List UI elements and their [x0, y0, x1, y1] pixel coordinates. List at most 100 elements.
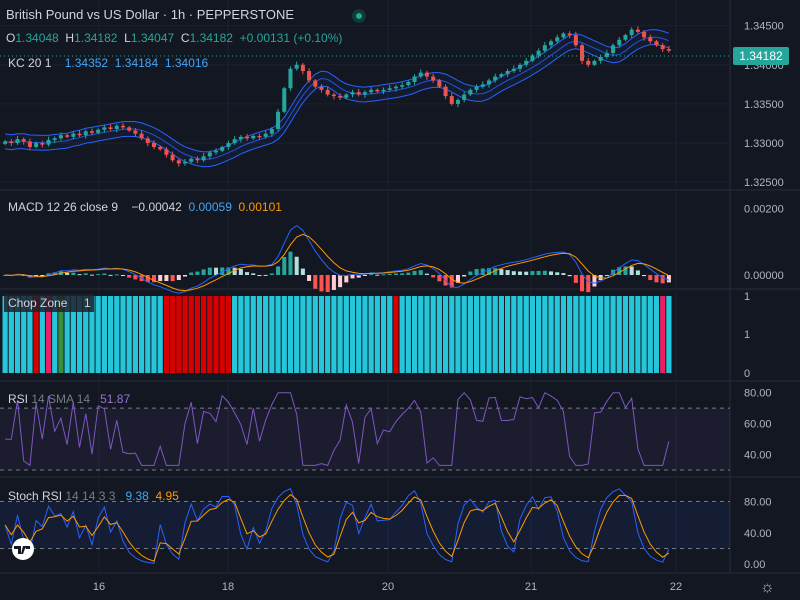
macd-histogram-bar	[375, 274, 380, 276]
tradingview-logo-icon[interactable]	[8, 538, 38, 560]
ohlc-legend: O1.34048 H1.34182 L1.34047 C1.34182 +0.0…	[6, 31, 342, 45]
price-tick-label: 1.32500	[744, 177, 784, 189]
chop-zone-bar	[120, 296, 126, 373]
candle-body	[573, 35, 578, 46]
rsi-value: 51.87	[100, 392, 131, 406]
candle-body	[412, 76, 417, 82]
macd-histogram-bar	[344, 275, 349, 283]
candle-body	[455, 100, 460, 104]
chop-zone-bar	[529, 296, 536, 373]
macd-histogram-bar	[524, 271, 529, 275]
macd-histogram-bar	[77, 274, 82, 276]
rsi-legend[interactable]: RSI 14 SMA 14 51.87	[8, 392, 131, 406]
candle-body	[580, 45, 585, 61]
candle-body	[127, 127, 132, 131]
candle-body	[499, 74, 504, 77]
candle-body	[362, 92, 367, 95]
chop-zone-bar	[182, 296, 188, 373]
settings-gear-icon[interactable]: ☼	[760, 579, 775, 596]
macd-histogram-bar	[549, 271, 554, 275]
chop-zone-bar	[52, 296, 58, 373]
chop-zone-bar	[492, 296, 498, 373]
chop-zone-bar	[170, 296, 176, 373]
candle-body	[319, 86, 324, 90]
chop-zone-bar	[362, 296, 368, 373]
chop-zone-bar	[157, 296, 163, 373]
macd-histogram-bar	[195, 271, 200, 275]
time-tick-label: 16	[93, 581, 105, 593]
chop-zone-bar	[294, 296, 300, 373]
macd-legend[interactable]: MACD 12 26 close 9 −0.00042 0.00059 0.00…	[8, 200, 282, 214]
macd-line	[5, 224, 670, 294]
chop-zone-bar	[83, 296, 89, 373]
candle-body	[536, 50, 541, 56]
macd-histogram-bar	[127, 275, 132, 278]
candle-body	[356, 92, 361, 95]
chop-zone-bar	[138, 296, 145, 373]
candle-body	[34, 143, 39, 147]
chop-legend[interactable]: Chop Zone 1	[8, 296, 91, 310]
macd-histogram-bar	[151, 275, 157, 283]
chop-zone-bar	[2, 296, 8, 373]
chop-zone-bar	[554, 296, 560, 373]
chop-zone-bar	[201, 296, 207, 373]
chop-zone-bar	[548, 296, 554, 373]
candle-body	[313, 80, 318, 87]
chart-title: British Pound vs US Dollar · 1h · PEPPER…	[6, 7, 295, 22]
candle-body	[133, 130, 138, 134]
macd-histogram-bar	[263, 274, 268, 276]
macd-histogram-bar	[319, 275, 324, 292]
macd-histogram-bar	[288, 251, 293, 275]
low-label: L	[124, 31, 131, 45]
candle-body	[505, 71, 510, 75]
kc-legend[interactable]: KC 20 1 1.34352 1.34184 1.34016	[8, 56, 209, 70]
candle-body	[387, 88, 392, 90]
candle-body	[604, 53, 609, 57]
macd-histogram-bar	[480, 268, 485, 275]
chop-zone-bar	[114, 296, 120, 373]
candle-body	[635, 29, 640, 32]
time-tick-label: 22	[670, 581, 682, 593]
chop-zone-bar	[39, 296, 45, 373]
macd-histogram-bar	[406, 272, 411, 275]
candle-body	[611, 45, 616, 54]
kc-basis-value: 1.34184	[114, 56, 159, 70]
candle-body	[666, 49, 671, 51]
stoch-band-fill	[0, 501, 730, 549]
macd-histogram-bar	[455, 275, 460, 283]
chop-zone-bar	[151, 296, 157, 373]
candle-body	[164, 149, 169, 155]
candle-body	[158, 146, 163, 150]
chop-zone-bar	[449, 296, 455, 373]
macd-histogram-bar	[493, 268, 498, 275]
macd-histogram-bar	[474, 269, 479, 275]
candle-body	[288, 68, 293, 89]
macd-histogram-bar	[300, 268, 305, 275]
chop-tick-label: 1	[744, 329, 750, 341]
macd-histogram-bar	[71, 272, 76, 275]
chop-zone-bar	[145, 296, 151, 373]
chop-zone-bar	[374, 296, 380, 373]
macd-tick-label: 0.00200	[744, 203, 784, 215]
macd-histogram-bar	[89, 274, 94, 276]
rsi-tick-label: 80.00	[744, 388, 772, 400]
macd-histogram-bar	[635, 270, 640, 275]
kc-upper-line	[5, 29, 670, 153]
market-status-icon[interactable]	[352, 9, 366, 23]
candle-body	[226, 143, 231, 147]
chop-zone-bar	[132, 296, 138, 373]
rsi-tick-label: 40.00	[744, 450, 772, 462]
macd-histogram-bar	[65, 272, 70, 275]
macd-histogram-bar	[369, 274, 374, 276]
chop-zone-bar	[225, 296, 232, 373]
candle-body	[170, 154, 175, 161]
candle-body	[89, 131, 94, 133]
open-label: O	[6, 31, 16, 45]
chop-zone-bar	[616, 296, 622, 373]
chop-zone-bar	[281, 296, 287, 373]
stoch-legend[interactable]: Stoch RSI 14 14 3 3 9.38 4.95	[8, 489, 179, 503]
chop-zone-bar	[368, 296, 374, 373]
time-tick-label: 18	[222, 581, 234, 593]
candle-body	[486, 80, 492, 85]
